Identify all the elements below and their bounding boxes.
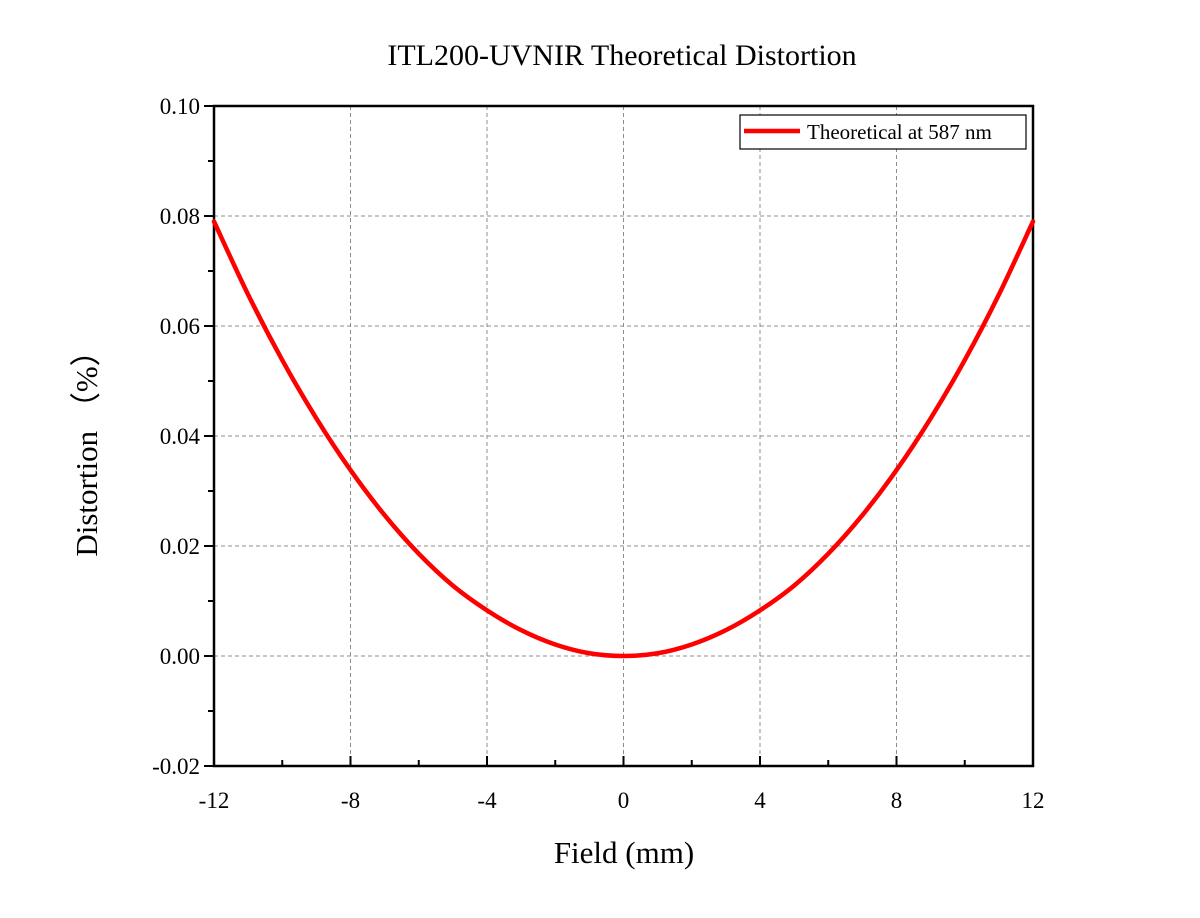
y-tick-label: 0.00 (160, 644, 200, 669)
x-axis-label: Field (mm) (554, 835, 694, 870)
x-tick-label: -4 (477, 788, 497, 813)
y-tick-label: -0.02 (152, 754, 200, 779)
legend: Theoretical at 587 nm (739, 114, 1027, 150)
x-tick-label: -12 (199, 788, 230, 813)
y-tick-label: 0.10 (160, 94, 200, 119)
grid (214, 106, 1033, 766)
y-tick-label: 0.06 (160, 314, 200, 339)
y-tick-label: 0.02 (160, 534, 200, 559)
legend-label: Theoretical at 587 nm (807, 120, 992, 144)
y-axis-label: Distortion （%） (69, 335, 104, 556)
axis-ticks (204, 105, 1034, 767)
y-tick-label: 0.08 (160, 204, 200, 229)
x-tick-label: 0 (618, 788, 630, 813)
chart-title: ITL200-UVNIR Theoretical Distortion (387, 39, 856, 72)
y-tick-label: 0.04 (160, 424, 201, 449)
x-tick-label: 4 (754, 788, 766, 813)
tick-labels: -12 -8 -4 0 4 8 12 -0.02 0.00 0.02 0.04 0.06 0.08 0.1… (152, 94, 1044, 813)
x-tick-label: 12 (1022, 788, 1045, 813)
x-tick-label: 8 (891, 788, 903, 813)
x-tick-label: -8 (341, 788, 360, 813)
series-line-theoretical (211, 219, 1036, 659)
